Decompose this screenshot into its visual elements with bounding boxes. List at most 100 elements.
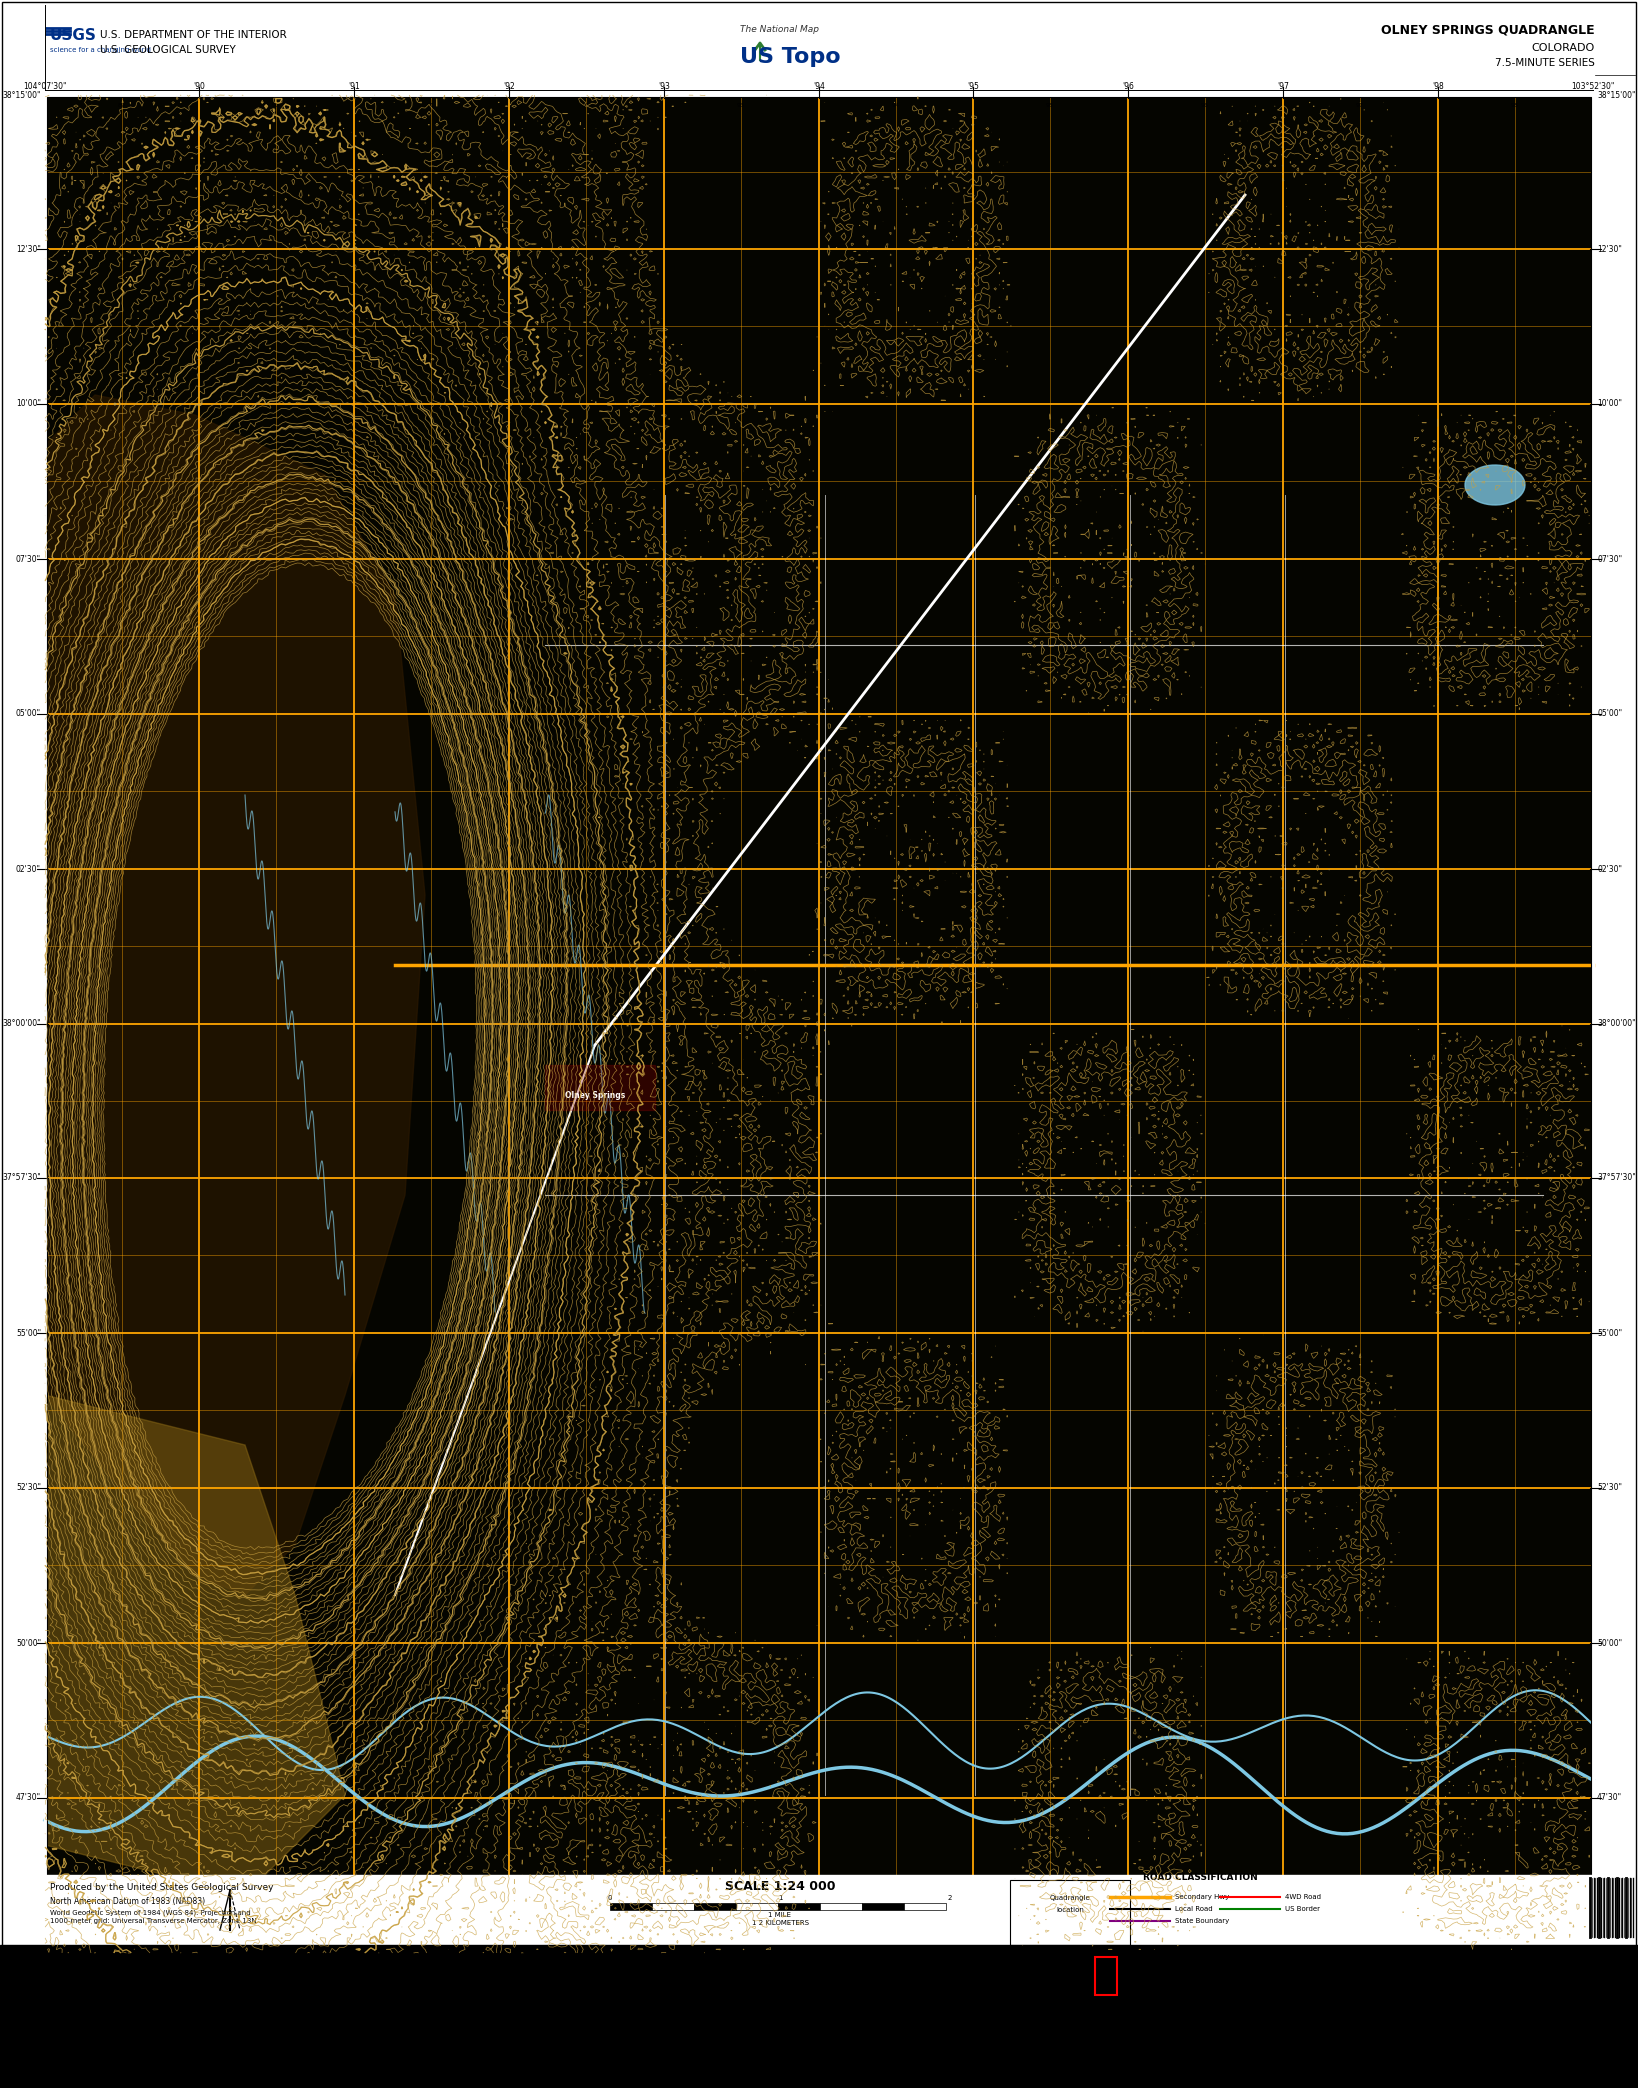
Text: 47'30": 47'30" — [16, 1794, 41, 1802]
Text: '98: '98 — [1432, 1956, 1443, 1967]
Text: 93: 93 — [737, 1944, 745, 1948]
Text: 103°52'30": 103°52'30" — [1571, 1956, 1615, 1967]
Text: '97: '97 — [1278, 1956, 1289, 1967]
Text: 05'00": 05'00" — [1597, 710, 1622, 718]
Text: 98: 98 — [1512, 102, 1518, 109]
Text: The National Map: The National Map — [740, 25, 819, 35]
Text: '95: '95 — [966, 81, 980, 92]
Text: 91: 91 — [428, 102, 436, 109]
Text: 92: 92 — [581, 1944, 590, 1948]
Text: 1000-meter grid: Universal Transverse Mercator, Zone 13N: 1000-meter grid: Universal Transverse Me… — [51, 1919, 257, 1923]
Text: 96: 96 — [1201, 102, 1209, 109]
Text: 38°00'00": 38°00'00" — [1597, 1019, 1636, 1029]
Text: 93: 93 — [737, 102, 745, 109]
Polygon shape — [1464, 466, 1525, 505]
Text: '91: '91 — [349, 81, 360, 92]
Text: 95: 95 — [1047, 102, 1053, 109]
Text: '93: '93 — [658, 1956, 670, 1967]
Text: '96: '96 — [1122, 81, 1133, 92]
Text: 94: 94 — [893, 102, 899, 109]
Bar — [735, 1902, 778, 1911]
Text: '92: '92 — [503, 1956, 514, 1967]
Bar — [0, 1875, 1638, 1954]
Text: science for a changing world: science for a changing world — [51, 48, 151, 52]
Bar — [695, 1902, 735, 1911]
Text: World Geodetic System of 1984 (WGS 84). Projection and: World Geodetic System of 1984 (WGS 84). … — [51, 1908, 251, 1915]
Bar — [862, 1902, 904, 1911]
Text: 12'30": 12'30" — [1597, 244, 1622, 253]
Text: 02'30": 02'30" — [16, 864, 41, 873]
Text: 37°57'30": 37°57'30" — [2, 1173, 41, 1182]
Text: 07'30": 07'30" — [16, 555, 41, 564]
Text: 96: 96 — [1201, 1944, 1209, 1948]
Text: '96: '96 — [1122, 1956, 1133, 1967]
Bar — [1094, 1956, 1117, 1994]
Text: ROAD CLASSIFICATION: ROAD CLASSIFICATION — [1143, 1873, 1258, 1881]
Bar — [904, 1902, 947, 1911]
Text: 1: 1 — [778, 1896, 783, 1900]
Text: 38°15'00": 38°15'00" — [3, 90, 41, 100]
Text: 07'30": 07'30" — [1597, 555, 1622, 564]
Polygon shape — [44, 1395, 346, 1896]
Text: 55'00": 55'00" — [1597, 1328, 1622, 1338]
Text: 1 MILE: 1 MILE — [768, 1913, 791, 1919]
Text: 104°07'30": 104°07'30" — [23, 1956, 67, 1967]
Text: 2: 2 — [948, 1896, 952, 1900]
Text: 97: 97 — [1356, 1944, 1364, 1948]
Text: 38°00'00": 38°00'00" — [2, 1019, 41, 1029]
Text: State Boundary: State Boundary — [1174, 1919, 1228, 1923]
Text: Produced by the United States Geological Survey: Produced by the United States Geological… — [51, 1883, 274, 1892]
Bar — [48, 96, 1590, 1950]
Text: 91: 91 — [428, 1944, 436, 1948]
Text: 10'00": 10'00" — [16, 399, 41, 409]
Bar — [44, 94, 1594, 1952]
Text: '92: '92 — [503, 81, 514, 92]
Text: 0: 0 — [608, 1896, 613, 1900]
Text: '93: '93 — [658, 81, 670, 92]
Text: North American Datum of 1983 (NAD83): North American Datum of 1983 (NAD83) — [51, 1898, 205, 1906]
Text: 52'30": 52'30" — [1597, 1482, 1622, 1493]
Text: '98: '98 — [1432, 81, 1443, 92]
Text: SCALE 1:24 000: SCALE 1:24 000 — [724, 1879, 835, 1894]
Text: OLNEY SPRINGS QUADRANGLE: OLNEY SPRINGS QUADRANGLE — [1381, 23, 1595, 35]
Bar — [821, 1902, 862, 1911]
Text: 50'00": 50'00" — [1597, 1639, 1622, 1647]
Bar — [778, 1902, 821, 1911]
Text: Local Road: Local Road — [1174, 1906, 1212, 1913]
Text: 89: 89 — [118, 1944, 126, 1948]
Text: 92: 92 — [581, 102, 590, 109]
Text: '94: '94 — [812, 1956, 826, 1967]
Text: 97: 97 — [1356, 102, 1364, 109]
Bar — [44, 94, 1594, 1952]
Text: Quadrangle: Quadrangle — [1050, 1896, 1091, 1900]
Text: US Border: US Border — [1284, 1906, 1320, 1913]
Text: USGS: USGS — [51, 27, 97, 42]
Text: 98: 98 — [1512, 1944, 1518, 1948]
Text: 104°07'30": 104°07'30" — [23, 81, 67, 92]
Text: 52'30": 52'30" — [16, 1482, 41, 1493]
Bar — [609, 1902, 652, 1911]
Text: 94: 94 — [893, 1944, 899, 1948]
Text: 12'30": 12'30" — [16, 244, 41, 253]
Text: 89: 89 — [118, 102, 126, 109]
Polygon shape — [44, 395, 424, 1595]
Text: COLORADO: COLORADO — [1532, 44, 1595, 52]
Bar — [0, 1946, 1638, 1952]
Text: U.S. GEOLOGICAL SURVEY: U.S. GEOLOGICAL SURVEY — [100, 46, 236, 54]
Text: '94: '94 — [812, 81, 826, 92]
Text: location: location — [1057, 1906, 1084, 1913]
Text: 4WD Road: 4WD Road — [1284, 1894, 1320, 1900]
Text: '91: '91 — [349, 1956, 360, 1967]
Text: '95: '95 — [966, 1956, 980, 1967]
Text: 38°15'00": 38°15'00" — [1597, 90, 1635, 100]
Text: 38°45'00": 38°45'00" — [2, 1948, 41, 1959]
Text: 47'30": 47'30" — [1597, 1794, 1622, 1802]
Text: 38°45'00": 38°45'00" — [1597, 1948, 1636, 1959]
Text: 7.5-MINUTE SERIES: 7.5-MINUTE SERIES — [1495, 58, 1595, 69]
Text: '90: '90 — [193, 1956, 205, 1967]
Text: 37°57'30": 37°57'30" — [1597, 1173, 1636, 1182]
Text: 95: 95 — [1047, 1944, 1053, 1948]
Text: Olney Springs: Olney Springs — [565, 1090, 626, 1100]
Text: 90: 90 — [272, 102, 280, 109]
Text: Secondary Hwy: Secondary Hwy — [1174, 1894, 1228, 1900]
